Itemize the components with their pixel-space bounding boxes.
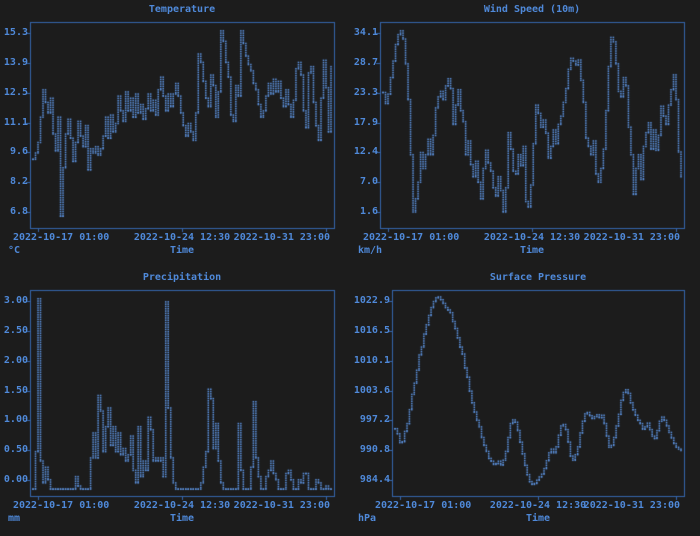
y-tick-label: 23.3 <box>353 87 378 98</box>
y-tick-label: 9.6 <box>9 146 28 157</box>
temperature-plot-canvas <box>0 0 350 268</box>
y-tick-label: 1.50 <box>3 385 28 396</box>
x-tick-label: 2022-10-31 23:00 <box>233 500 330 511</box>
x-axis-label: Time <box>525 513 551 524</box>
y-tick-label: 1.00 <box>3 414 28 425</box>
y-axis-unit-label: km/h <box>358 245 383 256</box>
y-tick-label: 997.2 <box>359 414 390 425</box>
y-tick-label: 8.2 <box>9 176 28 187</box>
x-tick-label: 2022-10-24 12:30 <box>133 232 231 243</box>
y-tick-label: 15.3 <box>3 27 28 38</box>
y-tick-label: 1016.5 <box>353 325 390 336</box>
chart-surface-pressure: Surface Pressure 1022.91016.51010.11003.… <box>350 268 700 536</box>
y-tick-label: 12.4 <box>353 146 378 157</box>
x-axis-label: Time <box>169 513 195 524</box>
y-tick-label: 0.50 <box>3 444 28 455</box>
y-axis-unit-label: mm <box>8 513 21 524</box>
x-axis-label: Time <box>519 245 545 256</box>
y-tick-label: 1.6 <box>359 206 378 217</box>
x-tick-label: 2022-10-24 12:30 <box>133 500 231 511</box>
y-tick-label: 1010.1 <box>353 355 390 366</box>
chart-wind-speed: Wind Speed (10m) 34.128.723.317.912.47.0… <box>350 0 700 268</box>
y-tick-label: 1003.6 <box>353 385 390 396</box>
x-tick-label: 2022-10-17 01:00 <box>363 232 460 243</box>
y-tick-label: 7.0 <box>359 176 378 187</box>
wind-speed-plot-canvas <box>350 0 700 268</box>
x-tick-label: 2022-10-24 12:30 <box>483 232 581 243</box>
y-tick-label: 34.1 <box>353 27 378 38</box>
x-axis-label: Time <box>169 245 195 256</box>
y-tick-label: 1022.9 <box>353 295 390 306</box>
y-tick-label: 28.7 <box>353 57 378 68</box>
chart-precipitation: Precipitation 3.002.502.001.501.000.500.… <box>0 268 350 536</box>
y-tick-label: 12.5 <box>3 87 28 98</box>
x-tick-label: 2022-10-31 23:00 <box>583 500 680 511</box>
x-tick-label: 2022-10-31 23:00 <box>233 232 330 243</box>
y-tick-label: 11.1 <box>3 117 28 128</box>
y-tick-label: 990.8 <box>359 444 390 455</box>
chart-temperature: Temperature 15.313.912.511.19.68.26.8 20… <box>0 0 350 268</box>
surface-pressure-plot-canvas <box>350 268 700 536</box>
x-tick-label: 2022-10-24 12:30 <box>489 500 587 511</box>
x-tick-label: 2022-10-17 01:00 <box>13 232 110 243</box>
y-tick-label: 984.4 <box>359 474 390 485</box>
y-tick-label: 0.00 <box>3 474 28 485</box>
y-tick-label: 17.9 <box>353 117 378 128</box>
x-tick-label: 2022-10-31 23:00 <box>583 232 680 243</box>
y-tick-label: 3.00 <box>3 295 28 306</box>
x-tick-label: 2022-10-17 01:00 <box>375 500 472 511</box>
y-tick-label: 13.9 <box>3 57 28 68</box>
y-tick-label: 2.50 <box>3 325 28 336</box>
precipitation-plot-canvas <box>0 268 350 536</box>
y-axis-unit-label: hPa <box>358 513 377 524</box>
y-tick-label: 6.8 <box>9 206 28 217</box>
y-axis-unit-label: °C <box>8 245 21 256</box>
y-tick-label: 2.00 <box>3 355 28 366</box>
x-tick-label: 2022-10-17 01:00 <box>13 500 110 511</box>
